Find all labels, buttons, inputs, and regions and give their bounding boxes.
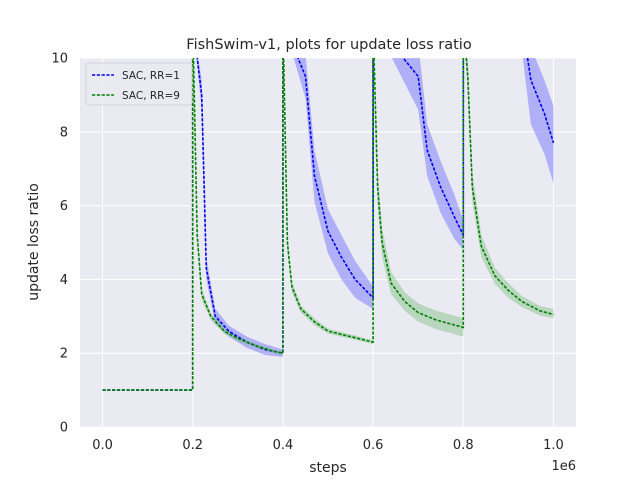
y-tick-label: 2 bbox=[60, 347, 68, 362]
x-axis-label: steps bbox=[309, 460, 347, 476]
legend: SAC, RR=1 SAC, RR=9 bbox=[85, 62, 193, 106]
y-axis-label: update loss ratio bbox=[26, 183, 42, 301]
x-tick-label: 1.0 bbox=[543, 438, 564, 453]
legend-label: SAC, RR=9 bbox=[122, 90, 180, 102]
y-tick-label: 4 bbox=[60, 273, 68, 288]
y-tick-labels: 0 2 4 6 8 10 bbox=[51, 52, 68, 436]
y-tick-label: 6 bbox=[60, 199, 68, 214]
plot-background bbox=[80, 58, 576, 427]
x-offset-label: 1e6 bbox=[551, 459, 576, 474]
x-tick-label: 0.4 bbox=[273, 438, 294, 453]
x-tick-label: 0.0 bbox=[92, 438, 113, 453]
x-tick-label: 0.2 bbox=[182, 438, 203, 453]
y-tick-label: 10 bbox=[51, 52, 68, 67]
x-tick-label: 0.8 bbox=[453, 438, 474, 453]
chart-title: FishSwim-v1, plots for update loss ratio bbox=[186, 37, 472, 53]
plot-area bbox=[80, 57, 576, 428]
series-1-line bbox=[102, 58, 555, 391]
x-tick-labels: 0.0 0.2 0.4 0.6 0.8 1.0 bbox=[92, 438, 564, 453]
y-tick-label: 0 bbox=[60, 421, 68, 436]
legend-label: SAC, RR=1 bbox=[122, 70, 180, 82]
series-1-band bbox=[102, 58, 554, 391]
y-tick-label: 8 bbox=[60, 125, 68, 140]
series-2-line bbox=[102, 58, 554, 391]
x-tick-label: 0.6 bbox=[363, 438, 384, 453]
